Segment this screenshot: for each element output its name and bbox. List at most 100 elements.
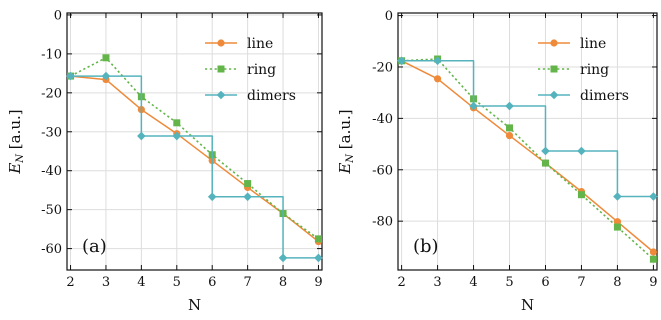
data-point-ring [649, 255, 657, 263]
legend-label: line [580, 36, 606, 52]
y-tick-label: -20 [372, 60, 393, 75]
legend-label: dimers [247, 88, 296, 104]
y-axis-title-subscript: N [15, 153, 26, 164]
y-tick-label: -20 [41, 86, 62, 101]
y-axis-title: EN [a.u.] [6, 109, 26, 174]
plot-frame [66, 12, 323, 271]
x-tick-label: 5 [173, 275, 181, 290]
x-tick-label: 6 [541, 275, 549, 290]
legend: line ring dimers [205, 36, 296, 104]
x-tick-label: 9 [649, 275, 657, 290]
data-point-line [649, 248, 658, 256]
legend-entry-line: line [538, 36, 606, 52]
y-tick-label: -40 [41, 164, 62, 179]
panel-label: (b) [413, 236, 439, 257]
data-point-dimers [577, 146, 586, 156]
data-point-ring [173, 119, 181, 127]
x-tick-label: 7 [577, 275, 585, 290]
legend-swatch-marker [217, 39, 225, 47]
x-axis: 2 3 4 5 6 7 8 9 [66, 13, 323, 290]
legend-swatch-marker [216, 90, 226, 100]
x-tick-label: 3 [102, 275, 110, 290]
data-point-dimers [207, 192, 217, 202]
data-point-dimers [137, 131, 146, 141]
data-point-dimers [397, 56, 406, 66]
series-line-line [401, 60, 654, 253]
legend-label: ring [580, 62, 609, 78]
y-tick-label: -10 [41, 47, 62, 62]
x-tick-label: 8 [279, 275, 287, 290]
y-axis-title: EN [a.u.] [336, 109, 356, 174]
y-tick-label: -60 [372, 163, 393, 178]
y-axis-title-symbol: E [336, 163, 354, 175]
data-point-dimers [314, 253, 323, 263]
series-layer [66, 54, 323, 263]
y-axis-title-unit: [a.u.] [6, 109, 24, 154]
x-tick-label: 8 [613, 275, 621, 290]
legend-entry-ring: ring [538, 62, 609, 78]
x-tick-label: 6 [208, 275, 216, 290]
data-point-dimers [433, 56, 442, 66]
x-axis-title: N [521, 296, 534, 314]
y-axis-title-symbol: E [6, 163, 24, 175]
y-tick-label: -30 [41, 125, 62, 140]
x-tick-label: 5 [505, 275, 513, 290]
series-line-ring [401, 58, 654, 260]
series-line-ring [70, 56, 319, 240]
x-tick-label: 2 [397, 275, 405, 290]
data-point-dimers [613, 192, 622, 201]
y-axis-title-unit: [a.u.] [336, 109, 354, 154]
legend-entry-dimers: dimers [205, 88, 296, 104]
data-point-ring [541, 159, 549, 167]
data-point-dimers [541, 146, 550, 156]
plot-frame [397, 12, 658, 271]
grid [398, 13, 657, 270]
y-tick-label: 0 [54, 8, 62, 23]
data-point-dimers [101, 71, 111, 81]
y-tick-label: -40 [372, 112, 393, 127]
data-point-ring [102, 54, 110, 62]
data-point-ring [244, 180, 252, 188]
legend-swatch-marker [217, 65, 225, 73]
series-line-dimers [401, 60, 654, 198]
data-point-dimers [505, 101, 514, 111]
x-tick-label: 7 [243, 275, 251, 290]
y-tick-label: -80 [372, 215, 393, 230]
legend-entry-line: line [205, 36, 273, 52]
data-point-dimers [66, 71, 75, 81]
x-tick-label: 9 [314, 275, 322, 290]
data-point-ring [314, 235, 322, 243]
y-axis: 0 -20 -40 -60 -80 [372, 9, 657, 230]
data-point-line [505, 131, 514, 140]
data-point-line [433, 75, 442, 83]
legend-entry-dimers: dimers [538, 88, 629, 104]
legend-swatch-marker [549, 90, 559, 100]
y-tick-label: 0 [385, 9, 393, 24]
y-axis-title-subscript: N [345, 153, 356, 164]
data-point-dimers [649, 192, 658, 201]
data-point-ring [506, 124, 514, 132]
series-dimers [397, 56, 658, 201]
legend-entry-ring: ring [205, 62, 276, 78]
series-layer [397, 55, 658, 263]
data-point-line [613, 218, 622, 226]
data-point-ring [613, 223, 621, 231]
data-point-dimers [278, 253, 288, 263]
panel-label: (a) [82, 236, 107, 257]
x-tick-label: 2 [66, 275, 74, 290]
series-line-dimers [70, 75, 319, 259]
data-point-dimers [243, 192, 252, 202]
x-axis-title: N [188, 296, 201, 314]
legend-swatch-marker [550, 65, 558, 73]
data-point-ring [577, 191, 585, 199]
y-tick-label: -50 [41, 203, 62, 218]
x-tick-label: 4 [137, 275, 145, 290]
series-dimers [66, 71, 323, 263]
legend: line ring dimers [538, 36, 629, 104]
y-tick-label: -60 [41, 242, 62, 257]
y-axis: 0 -10 -20 -30 -40 -50 -60 [41, 8, 322, 257]
legend-label: ring [247, 62, 276, 78]
data-point-dimers [172, 131, 182, 141]
